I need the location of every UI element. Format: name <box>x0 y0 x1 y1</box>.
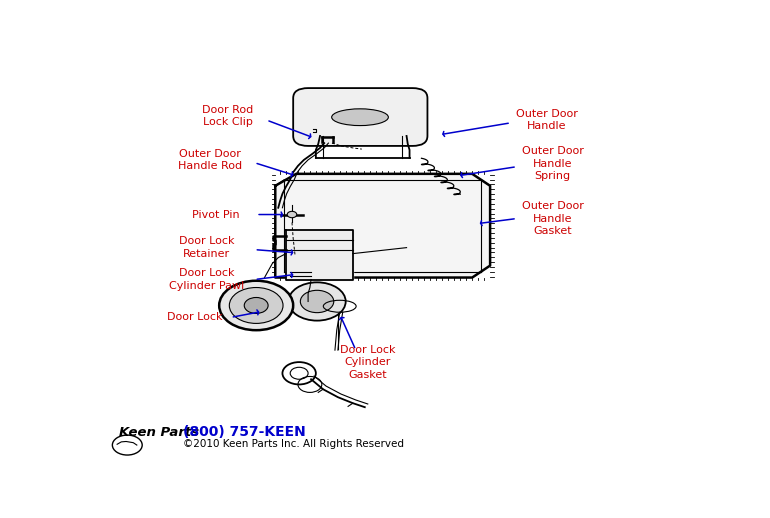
Polygon shape <box>286 229 353 280</box>
Circle shape <box>229 287 283 323</box>
Text: ©2010 Keen Parts Inc. All Rights Reserved: ©2010 Keen Parts Inc. All Rights Reserve… <box>182 439 403 449</box>
Circle shape <box>287 211 296 218</box>
Text: Outer Door
Handle
Spring: Outer Door Handle Spring <box>522 147 584 181</box>
Text: Door Rod
Lock Clip: Door Rod Lock Clip <box>202 105 253 127</box>
Text: Door Lock
Cylinder
Gasket: Door Lock Cylinder Gasket <box>340 344 396 380</box>
Polygon shape <box>276 174 490 278</box>
Text: Door Lock: Door Lock <box>167 312 223 322</box>
Circle shape <box>289 282 346 321</box>
Ellipse shape <box>332 109 388 125</box>
FancyBboxPatch shape <box>293 88 427 146</box>
Text: Pivot Pin: Pivot Pin <box>192 209 239 220</box>
Text: Outer Door
Handle Rod: Outer Door Handle Rod <box>178 149 242 171</box>
Text: Door Lock
Cylinder Pawl: Door Lock Cylinder Pawl <box>169 268 244 291</box>
Circle shape <box>244 297 268 313</box>
Text: (800) 757-KEEN: (800) 757-KEEN <box>182 425 306 439</box>
Text: Door Lock
Retainer: Door Lock Retainer <box>179 236 234 259</box>
Circle shape <box>300 290 333 313</box>
Text: Outer Door
Handle
Gasket: Outer Door Handle Gasket <box>522 201 584 236</box>
Text: Outer Door
Handle: Outer Door Handle <box>516 109 578 131</box>
Circle shape <box>219 281 293 330</box>
Text: Keen Parts: Keen Parts <box>119 426 199 439</box>
